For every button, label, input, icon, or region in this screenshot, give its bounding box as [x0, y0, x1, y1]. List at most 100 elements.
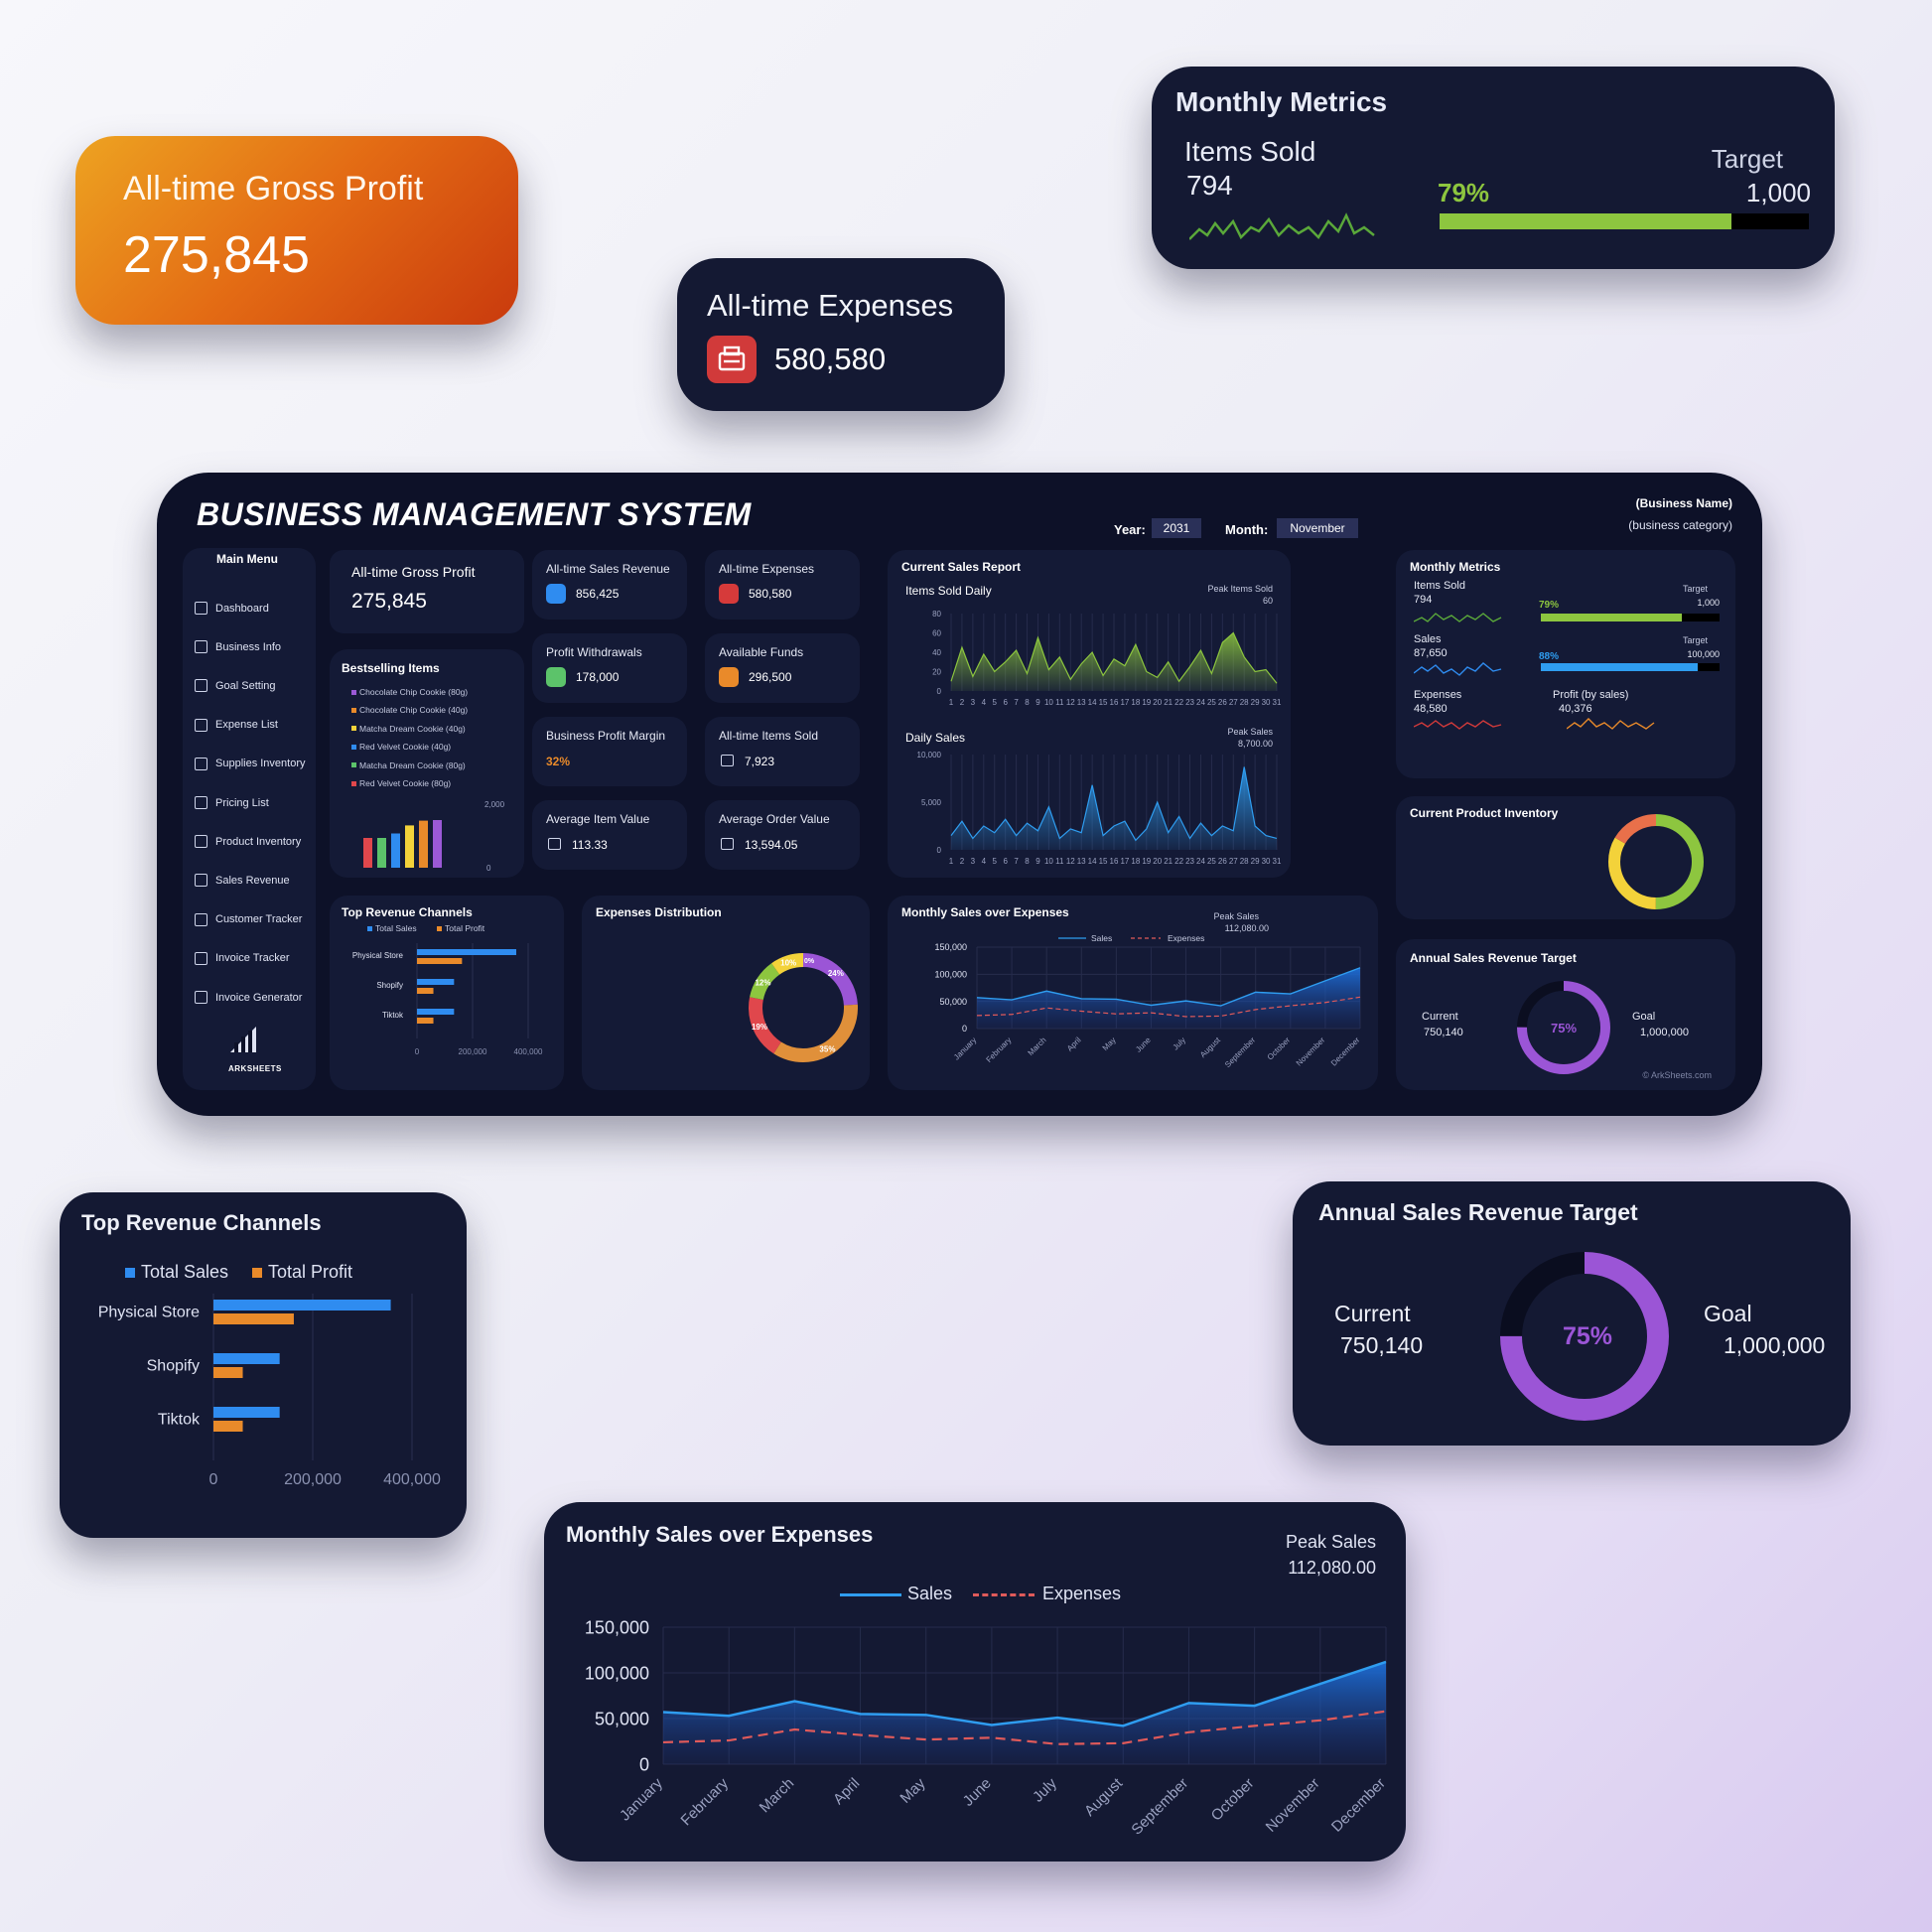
- expenses-title: All-time Expenses: [707, 288, 954, 323]
- legend-expenses-label: Expenses: [1168, 933, 1204, 943]
- mini-items-target-label: Target: [1682, 584, 1708, 594]
- legend-swatch-sales: [125, 1268, 135, 1278]
- x-tick-label: 30: [1262, 857, 1271, 866]
- menu-item-invoice-generator[interactable]: Invoice Generator: [195, 991, 302, 1004]
- x-tick-label: January: [952, 1035, 978, 1061]
- x-tick-label: 27: [1229, 857, 1238, 866]
- menu-item-goal-setting[interactable]: Goal Setting: [195, 679, 276, 693]
- bestselling-chart: [363, 820, 442, 868]
- expenses-icon: [719, 584, 739, 604]
- x-tick-label: 3: [971, 698, 976, 707]
- legend-item: Red Velvet Cookie (80g): [351, 778, 451, 788]
- legend-expenses-line: [973, 1593, 1035, 1596]
- bar: [377, 838, 386, 868]
- x-tick-label: 27: [1229, 698, 1238, 707]
- menu-item-invoice-tracker[interactable]: Invoice Tracker: [195, 951, 290, 965]
- mini-annual-pct: 75%: [1551, 1021, 1578, 1035]
- legend-item: Chocolate Chip Cookie (40g): [351, 705, 468, 715]
- menu-item-dashboard[interactable]: Dashboard: [195, 602, 269, 615]
- x-tick-label: 2: [960, 857, 965, 866]
- order-value-icon: [721, 838, 734, 850]
- monthly-title: Monthly Sales over Expenses: [566, 1522, 874, 1547]
- dashboardicon: [195, 602, 207, 615]
- mini-sales-value: 87,650: [1414, 647, 1448, 659]
- menu-item-label: Goal Setting: [215, 679, 276, 692]
- monthly-metrics-card: Monthly Metrics Items Sold 794 79% Targe…: [1152, 67, 1835, 269]
- mini-annual-target: Annual Sales Revenue Target Current 750,…: [1396, 939, 1735, 1090]
- top-channels-title: Top Revenue Channels: [81, 1210, 322, 1235]
- x-tick-label: October: [1208, 1775, 1258, 1825]
- kpi-card: Business Profit Margin 32%: [532, 717, 687, 786]
- menu-item-business-info[interactable]: Business Info: [195, 640, 281, 654]
- mini-expenses-value: 48,580: [1414, 703, 1448, 715]
- mini-monthly-sales: Monthly Sales over Expenses Peak Sales 1…: [888, 896, 1378, 1090]
- menu-title: Main Menu: [216, 552, 278, 566]
- bar: [391, 833, 400, 868]
- x-tick-label: 8: [1025, 857, 1030, 866]
- menu-item-expense-list[interactable]: Expense List: [195, 718, 278, 732]
- menu-item-pricing-list[interactable]: Pricing List: [195, 796, 269, 809]
- y-tick-label: 5,000: [921, 798, 942, 807]
- legend-label: Matcha Dream Cookie (80g): [359, 759, 466, 770]
- mini-channels-title: Top Revenue Channels: [342, 905, 473, 919]
- x-tick-label: 13: [1077, 857, 1086, 866]
- x-tick-label: May: [897, 1774, 928, 1806]
- x-tick-label: 22: [1174, 698, 1183, 707]
- kpi-label: All-time Expenses: [719, 562, 815, 576]
- mini-sales-target-label: Target: [1682, 635, 1708, 645]
- business-name: (Business Name): [1635, 496, 1732, 510]
- revenue-icon: [546, 584, 566, 604]
- menu-item-label: Invoice Generator: [215, 991, 303, 1004]
- bar: [433, 820, 442, 868]
- legend-swatch-sales: [367, 926, 372, 931]
- sales-revenueicon: [195, 874, 207, 888]
- items-percent: 79%: [1438, 178, 1490, 207]
- slice-label: 12%: [755, 978, 770, 987]
- bar: [213, 1407, 280, 1418]
- menu-item-label: Dashboard: [215, 602, 269, 615]
- x-tick-label: 5: [993, 857, 998, 866]
- slice: [749, 953, 858, 1062]
- y-tick-label: 0: [962, 1024, 967, 1034]
- top-channels-card: Top Revenue Channels Total Sales Total Pr…: [60, 1192, 467, 1538]
- y-tick-label: 80: [932, 610, 941, 619]
- funds-icon: [719, 667, 739, 687]
- legend-label-profit: Total Profit: [268, 1262, 352, 1282]
- x-tick-label: 25: [1207, 857, 1216, 866]
- pricing-listicon: [195, 796, 207, 809]
- bestselling-panel: Bestselling Items Chocolate Chip Cookie …: [330, 649, 524, 878]
- expenses-line: [662, 1710, 1387, 1745]
- category-label: Shopify: [147, 1357, 200, 1374]
- legend-item: Matcha Dream Cookie (40g): [351, 724, 466, 734]
- sales-line: [662, 1660, 1387, 1727]
- year-select[interactable]: 2031: [1152, 518, 1201, 538]
- x-tick-label: 11: [1055, 698, 1064, 707]
- mini-items-sparkline: [1414, 613, 1502, 622]
- menu-item-sales-revenue[interactable]: Sales Revenue: [195, 874, 290, 888]
- x-tick-label: 4: [982, 698, 987, 707]
- x-tick-label: March: [757, 1775, 797, 1816]
- slice-label: 0%: [804, 958, 815, 965]
- y-tick-label: 150,000: [585, 1617, 649, 1637]
- expenses-card: All-time Expenses 580,580: [677, 258, 1005, 411]
- annual-current-value: 750,140: [1340, 1332, 1424, 1358]
- menu-item-label: Pricing List: [215, 796, 269, 809]
- x-tick-label: 30: [1262, 698, 1271, 707]
- mini-top-channels: Top Revenue Channels Total Sales Total Pr…: [330, 896, 564, 1090]
- x-tick-label: 0: [415, 1047, 420, 1056]
- menu-item-product-inventory[interactable]: Product Inventory: [195, 835, 301, 849]
- mini-profit-sparkline: [1567, 718, 1655, 730]
- items-progress-fill: [1440, 213, 1731, 229]
- slice-label: 24%: [828, 969, 844, 978]
- menu-item-customer-tracker[interactable]: Customer Tracker: [195, 912, 302, 926]
- month-select[interactable]: November: [1277, 518, 1358, 538]
- daily-sales-chart: 1 2 3 4 5 6 7 8 9 10 11 12 13 14 15 16 17 18 19 20 21 22 23 24 2…: [917, 751, 1282, 866]
- menu-item-supplies-inventory[interactable]: Supplies Inventory: [195, 757, 306, 770]
- x-tick-label: December: [1328, 1775, 1389, 1836]
- x-tick-label: 31: [1273, 698, 1282, 707]
- x-tick-label: 10: [1044, 698, 1053, 707]
- kpi-label: All-time Sales Revenue: [546, 562, 670, 576]
- legend-label: Red Velvet Cookie (80g): [359, 778, 452, 788]
- business-infoicon: [195, 640, 207, 654]
